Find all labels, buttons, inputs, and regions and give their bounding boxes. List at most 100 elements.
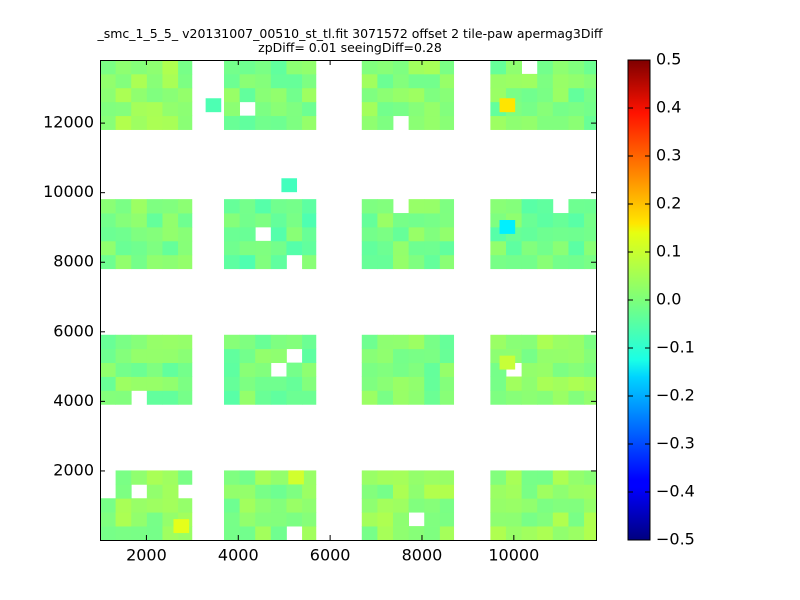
heatmap-cell (239, 512, 256, 527)
heatmap-cell (131, 334, 148, 350)
colorbar-tick-label: −0.2 (656, 386, 695, 405)
heatmap-cell (568, 199, 585, 214)
heatmap-cell (255, 60, 272, 75)
heatmap-cell (146, 87, 163, 103)
heatmap-cell (393, 526, 410, 541)
heatmap-cell (270, 512, 287, 527)
heatmap-cell (115, 73, 132, 89)
heatmap-cell (146, 213, 163, 228)
heatmap-cell (552, 87, 569, 103)
heatmap-cell (286, 226, 303, 242)
heatmap-cell (393, 101, 410, 117)
heatmap-cell (584, 376, 597, 391)
heatmap-cell (224, 73, 241, 89)
heatmap-cell (302, 362, 317, 377)
heatmap-cell (552, 213, 569, 228)
heatmap-cell (100, 115, 117, 130)
heatmap-cell (131, 101, 148, 117)
heatmap-cell (162, 199, 179, 214)
heatmap-cell (408, 484, 425, 499)
heatmap-cell (162, 213, 179, 228)
heatmap-cell (521, 376, 538, 391)
heatmap-cell (361, 334, 378, 350)
heatmap-cell (393, 60, 410, 75)
heatmap-cell (424, 226, 441, 242)
heatmap-cell (505, 115, 522, 130)
heatmap-highlight-cell (499, 355, 516, 370)
heatmap-cell (393, 254, 410, 270)
colorbar-tick-label: 0.1 (656, 242, 681, 261)
heatmap-cell (568, 512, 585, 527)
heatmap-cell (302, 376, 317, 391)
heatmap-cell (424, 101, 441, 117)
heatmap-cell (146, 484, 163, 499)
y-tick-label: 10000 (43, 182, 94, 201)
heatmap-cell (584, 484, 597, 499)
heatmap-cell (568, 334, 585, 350)
heatmap-cell (302, 390, 317, 405)
heatmap-cell (361, 73, 378, 89)
heatmap-cell (131, 240, 148, 256)
heatmap-cell (377, 101, 394, 117)
heatmap-cell (408, 334, 425, 350)
heatmap-cell (115, 362, 132, 377)
heatmap-cell (424, 73, 441, 89)
heatmap-cell (568, 348, 585, 364)
heatmap-cell (537, 390, 554, 405)
heatmap-cell (224, 101, 241, 117)
heatmap-cell (439, 199, 455, 214)
heatmap-cell (270, 240, 287, 256)
heatmap-cell (361, 390, 378, 405)
heatmap-cell (100, 87, 117, 103)
heatmap-cell (302, 240, 317, 256)
heatmap-cell (361, 115, 378, 130)
x-tick-label: 10000 (488, 546, 539, 565)
x-tick-label: 6000 (310, 546, 351, 565)
heatmap-cell (424, 115, 441, 130)
heatmap-cell (146, 115, 163, 130)
heatmap-cell (178, 213, 193, 228)
heatmap-highlight-cell (281, 178, 298, 193)
heatmap-cell (552, 512, 569, 527)
heatmap-cell (521, 362, 538, 377)
heatmap-cell (424, 526, 441, 541)
heatmap-cell (505, 60, 522, 75)
heatmap-cell (162, 348, 179, 364)
heatmap-cell (568, 484, 585, 499)
heatmap-cell (115, 390, 132, 405)
heatmap-cell (393, 334, 410, 350)
heatmap-cell (162, 390, 179, 405)
heatmap-cell (162, 73, 179, 89)
heatmap-cell (270, 73, 287, 89)
heatmap-cell (568, 115, 585, 130)
heatmap-cell (146, 199, 163, 214)
heatmap-cell (584, 254, 597, 270)
heatmap-cell (584, 334, 597, 350)
heatmap-cell (286, 334, 303, 350)
heatmap-cell (505, 254, 522, 270)
heatmap-cell (255, 87, 272, 103)
heatmap-highlight-cell (499, 220, 516, 234)
heatmap-cell (490, 484, 507, 499)
heatmap-cell (424, 470, 441, 485)
heatmap-cell (224, 240, 241, 256)
heatmap-cell (224, 512, 241, 527)
heatmap-cell (146, 254, 163, 270)
heatmap-cell (537, 470, 554, 485)
heatmap-cell (408, 213, 425, 228)
heatmap-cell (255, 390, 272, 405)
heatmap-cell (439, 390, 455, 405)
heatmap-cell (255, 240, 272, 256)
heatmap-cell (224, 115, 241, 130)
heatmap-cell (490, 115, 507, 130)
colorbar-tick-label: 0.2 (656, 194, 681, 213)
heatmap-cell (584, 115, 597, 130)
heatmap-cell (224, 362, 241, 377)
heatmap-cell (361, 213, 378, 228)
heatmap-cell (584, 60, 597, 75)
heatmap-cell (302, 254, 317, 270)
heatmap-cell (584, 240, 597, 256)
heatmap-cell (584, 213, 597, 228)
heatmap-cell (439, 213, 455, 228)
plot-frame (100, 60, 597, 541)
